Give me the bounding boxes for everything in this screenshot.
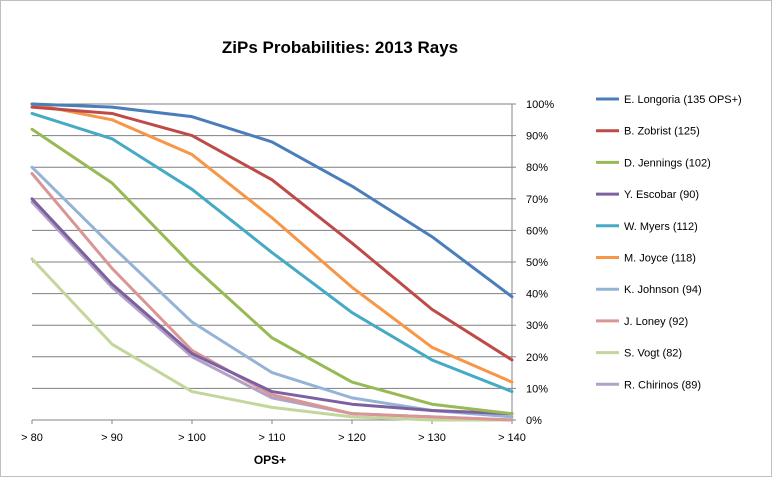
series-line bbox=[30, 105, 514, 362]
legend-label: D. Jennings (102) bbox=[624, 157, 711, 169]
x-axis-label: OPS+ bbox=[254, 453, 286, 467]
y-tick-label: 50% bbox=[526, 257, 548, 269]
series-line bbox=[30, 197, 514, 416]
y-tick-label: 70% bbox=[526, 194, 548, 206]
x-tick-label: > 80 bbox=[21, 432, 43, 444]
series-line bbox=[30, 200, 514, 422]
y-tick-label: 80% bbox=[526, 162, 548, 174]
x-tick-label: > 120 bbox=[338, 432, 366, 444]
legend-label: W. Myers (112) bbox=[624, 221, 698, 233]
y-tick-label: 40% bbox=[526, 289, 548, 301]
series-line bbox=[30, 172, 514, 422]
legend-label: B. Zobrist (125) bbox=[624, 126, 700, 138]
x-tick-label: > 130 bbox=[418, 432, 446, 444]
series-line bbox=[30, 165, 514, 419]
series-line bbox=[30, 127, 514, 416]
y-tick-labels: 0% 10% 20% 30% 40% 50% 60% 70% 80% 90% 100% bbox=[526, 99, 554, 427]
legend-label: R. Chirinos (89) bbox=[624, 379, 701, 391]
x-tick-labels: > 80 > 90 > 100 > 110 > 120 > 130 > 140 bbox=[21, 432, 526, 444]
legend-label: K. Johnson (94) bbox=[624, 284, 702, 296]
x-tick-label: > 110 bbox=[258, 432, 285, 444]
y-tick-label: 100% bbox=[526, 99, 554, 111]
x-tick-label: > 100 bbox=[178, 432, 206, 444]
x-tick-label: > 90 bbox=[101, 432, 123, 444]
chart-title: ZiPs Probabilities: 2013 Rays bbox=[222, 38, 458, 57]
legend-label: S. Vogt (82) bbox=[624, 348, 682, 360]
series-line bbox=[30, 102, 514, 384]
x-tick-label: > 140 bbox=[498, 432, 526, 444]
series-line bbox=[30, 102, 514, 299]
gridlines bbox=[31, 103, 516, 424]
series-line bbox=[30, 111, 514, 394]
y-tick-label: 30% bbox=[526, 320, 548, 332]
legend-label: E. Longoria (135 OPS+) bbox=[624, 94, 742, 106]
series-line bbox=[30, 257, 514, 422]
y-tick-label: 0% bbox=[526, 415, 542, 427]
legend-label: Y. Escobar (90) bbox=[624, 189, 699, 201]
legend: E. Longoria (135 OPS+) B. Zobrist (125) D.… bbox=[596, 94, 742, 391]
series-lines bbox=[30, 102, 514, 422]
y-tick-label: 60% bbox=[526, 225, 548, 237]
legend-label: M. Joyce (118) bbox=[624, 253, 696, 265]
y-tick-label: 10% bbox=[526, 383, 548, 395]
y-tick-label: 90% bbox=[526, 131, 548, 143]
y-tick-label: 20% bbox=[526, 352, 548, 364]
legend-label: J. Loney (92) bbox=[624, 316, 688, 328]
